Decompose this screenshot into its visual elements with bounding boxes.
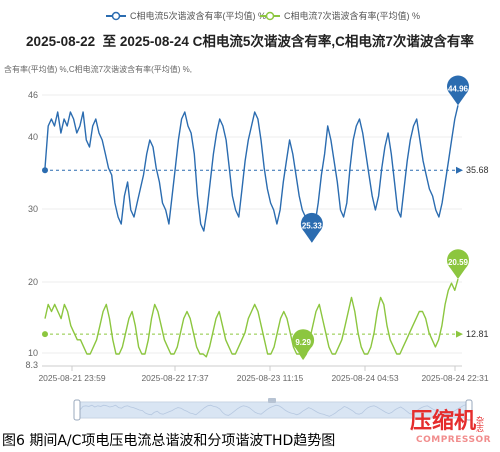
top-min-pin-shape (300, 212, 323, 243)
x-axis: 2025-08-21 23:59 2025-08-22 17:37 2025-0… (38, 365, 489, 383)
bottom-min-pin-shape (292, 329, 315, 359)
zoom-slider[interactable] (73, 398, 473, 421)
zoom-slider-grip[interactable] (268, 398, 276, 403)
bottom-max-pin: 20.59 (446, 249, 469, 280)
legend-item-5th[interactable]: C相电流5次谐波含有率(平均值) % (106, 10, 266, 21)
bottom-min-label: 9.29 (295, 338, 311, 347)
top-panel: 46 40 30 35.68 44.96 25.33 (28, 75, 489, 243)
legend-label-5th: C相电流5次谐波含有率(平均值) % (130, 10, 266, 21)
x-tick-1: 2025-08-22 17:37 (141, 373, 208, 383)
top-min-label: 25.33 (302, 222, 323, 231)
zoom-slider-right-handle[interactable] (465, 399, 473, 421)
watermark-sub: COMPRESSOR (416, 435, 491, 445)
bottom-min-pin: 9.29 (292, 329, 315, 359)
bottom-reference-label: 12.81 (466, 329, 489, 339)
zoom-slider-selection (78, 402, 468, 418)
bottom-reference-arrow (456, 330, 463, 338)
top-max-pin: 44.96 (446, 75, 469, 106)
series-7th-line (44, 278, 459, 360)
legend-label-7th: C相电流7次谐波含有率(平均值) % (284, 10, 420, 21)
zoom-slider-left-handle[interactable] (73, 399, 81, 421)
bottom-panel: 20 10 8.3 12.81 20.59 9.29 (25, 249, 489, 370)
figure-caption: 图6 期间A/C项电压电流总谐波和分项谐波THD趋势图 (2, 433, 336, 449)
top-reference-arrow (456, 166, 463, 174)
bottom-max-pin-shape (446, 249, 469, 280)
watermark-side: 杂志 (476, 416, 485, 432)
zoom-slider-preview (79, 404, 467, 417)
series-5th-line (44, 105, 459, 243)
x-tick-2: 2025-08-23 11:15 (237, 373, 304, 383)
top-max-pin-shape (446, 75, 469, 106)
top-ytick-30: 30 (28, 204, 38, 214)
bottom-ytick-20: 20 (28, 277, 38, 287)
watermark-main: 压缩机 (410, 408, 476, 434)
top-reference-start (42, 167, 48, 174)
bottom-ytick-8.3: 8.3 (25, 360, 38, 370)
x-tick-3: 2025-08-24 04:53 (331, 373, 398, 383)
y-axis-label: 含有率(平均值) %,C相电流7次谐波含有率(平均值) %, (4, 64, 192, 74)
top-reference-label: 35.68 (466, 165, 489, 175)
chart-title: 2025-08-22 至 2025-08-24 C相电流5次谐波含有率,C相电流… (26, 33, 474, 49)
bottom-reference-start (42, 331, 48, 338)
x-tick-4: 2025-08-24 22:31 (421, 373, 488, 383)
watermark-logo: 压缩机 杂志 COMPRESSOR (410, 408, 491, 445)
legend[interactable]: C相电流5次谐波含有率(平均值) % C相电流7次谐波含有率(平均值) % (106, 10, 420, 21)
bottom-max-label: 20.59 (448, 258, 469, 267)
top-ytick-46: 46 (28, 90, 38, 100)
top-max-label: 44.96 (448, 84, 469, 93)
top-min-pin: 25.33 (300, 212, 323, 243)
x-tick-0: 2025-08-21 23:59 (38, 373, 105, 383)
legend-item-7th[interactable]: C相电流7次谐波含有率(平均值) % (260, 10, 420, 21)
top-ytick-40: 40 (28, 132, 38, 142)
bottom-ytick-10: 10 (28, 348, 38, 358)
